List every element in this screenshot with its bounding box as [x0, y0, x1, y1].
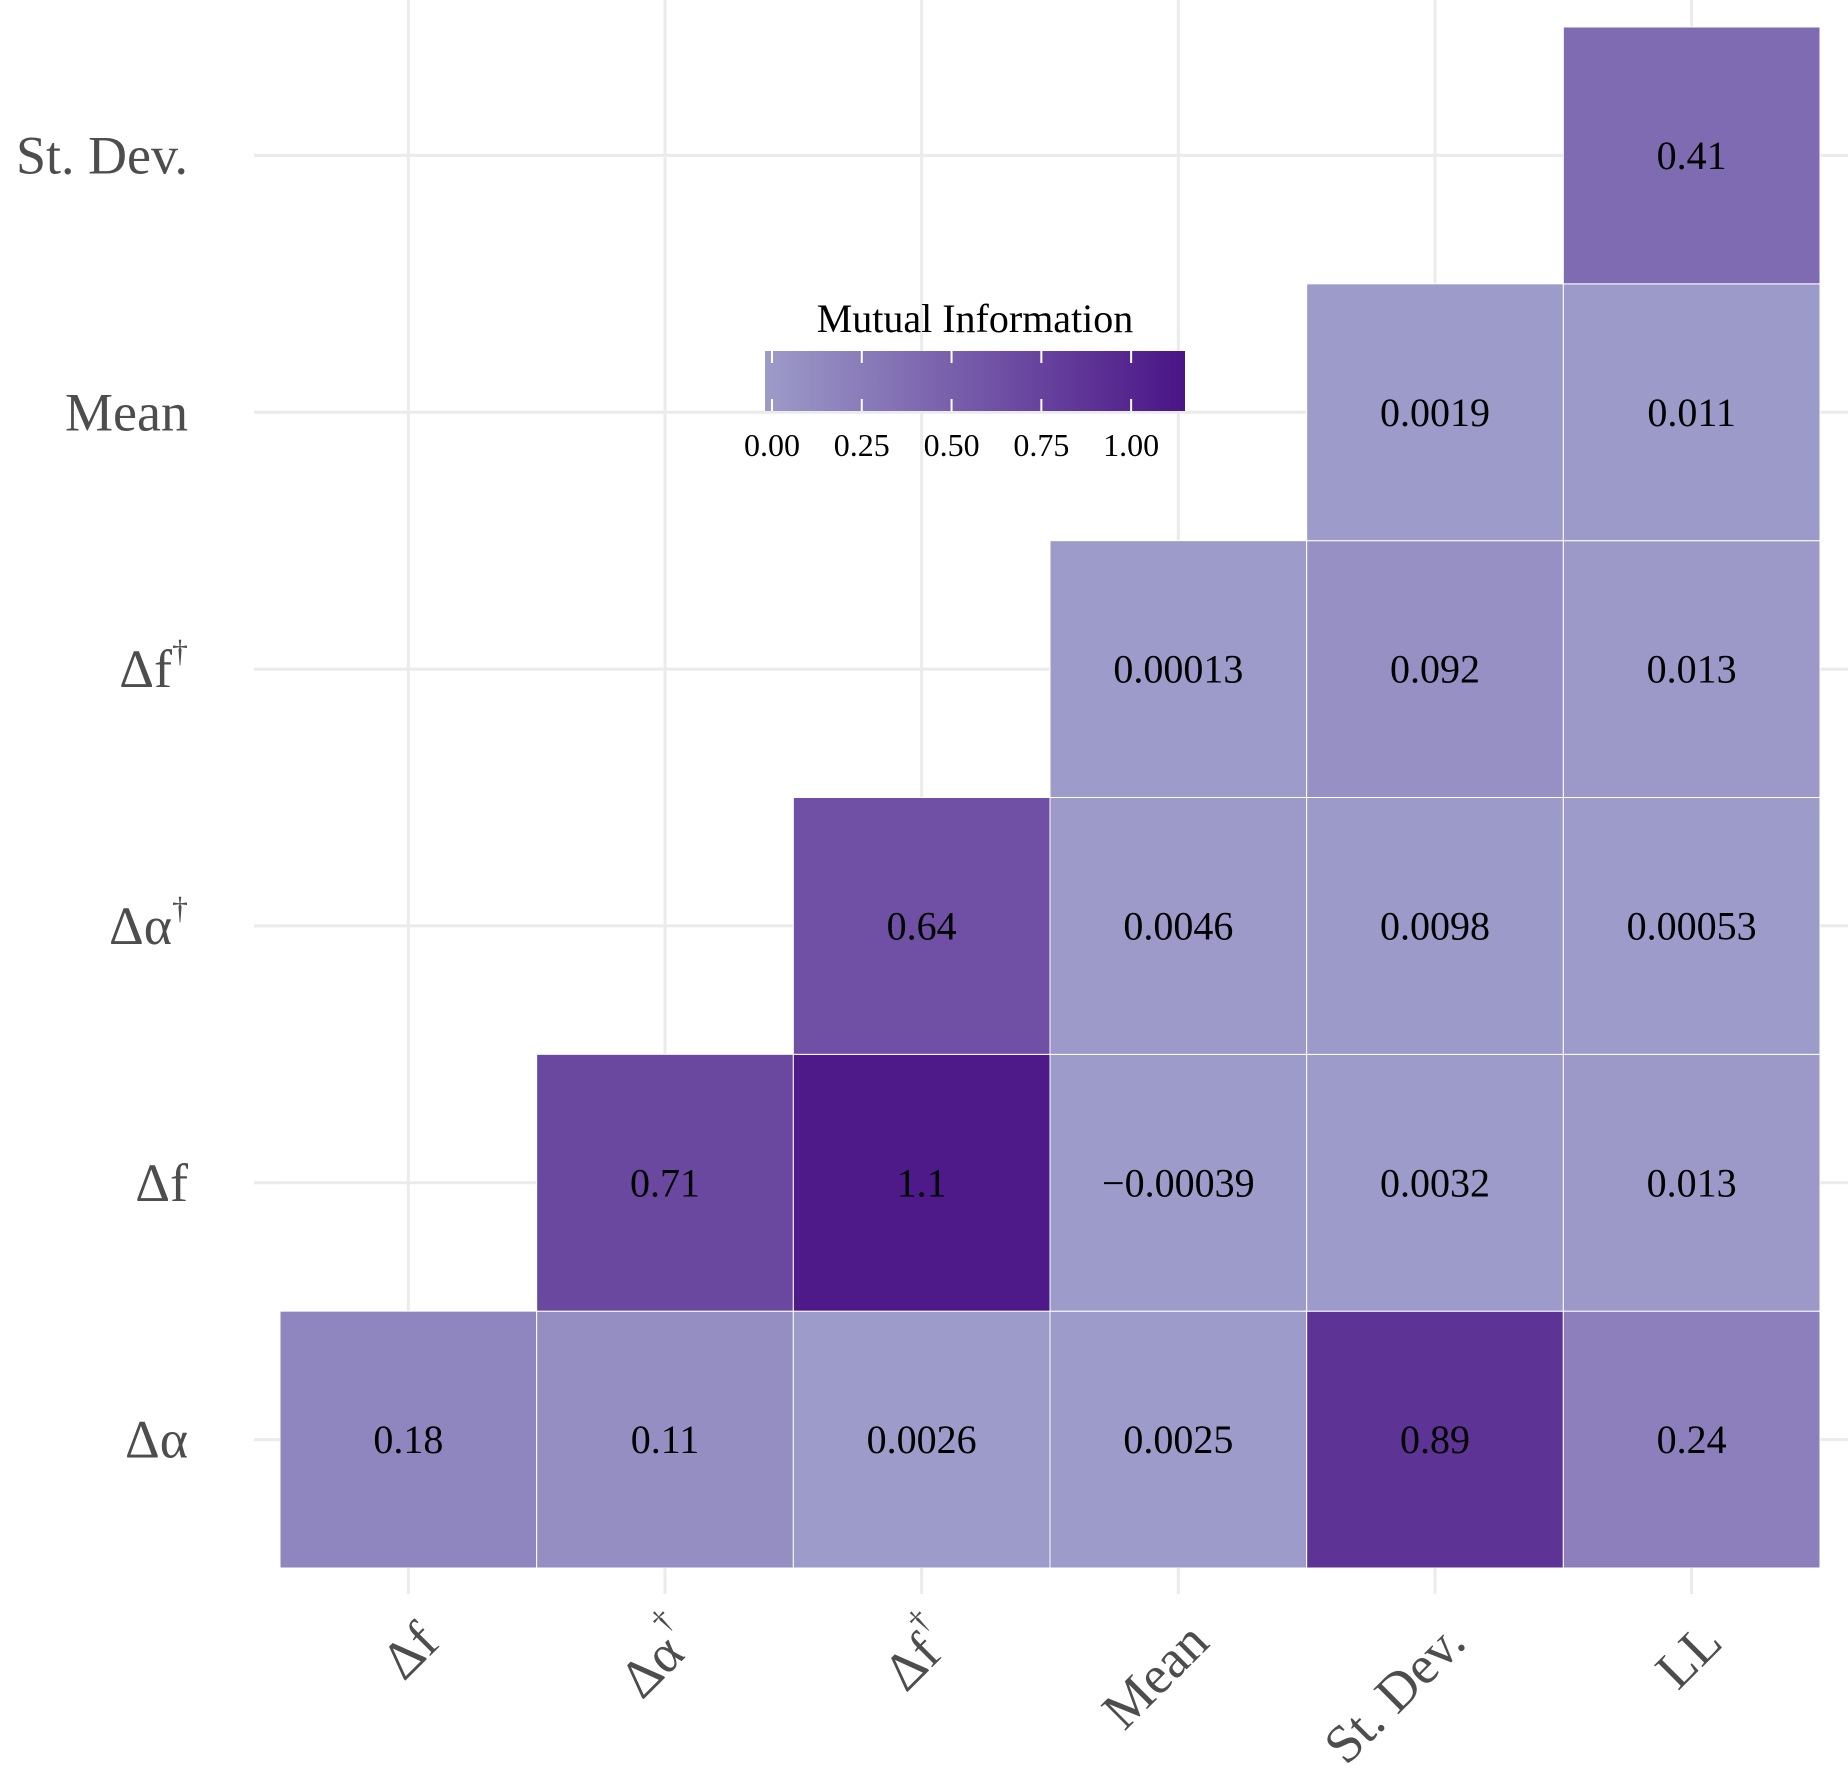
cell-value-label-ll-delta-alpha: 0.24 — [1657, 1417, 1727, 1462]
cell-value-label-delta-f-dagger-delta-alpha-dagger: 0.64 — [887, 903, 957, 948]
heatmap-cell-mean-delta-f-dagger — [1049, 540, 1308, 799]
heatmap-cell-st-dev-delta-f-dagger — [1306, 540, 1564, 799]
cell-value-label-delta-alpha-dagger-delta-alpha: 0.11 — [631, 1417, 700, 1462]
cell-value-label-ll-delta-alpha-dagger: 0.00053 — [1627, 903, 1757, 948]
cell-value-label-mean-delta-f: −0.00039 — [1102, 1160, 1255, 1205]
x-tick-label-st-dev: St. Dev. — [1313, 1611, 1477, 1775]
color-legend: Mutual Information 0.00 0.25 0.50 0.75 1.00 — [744, 296, 1185, 463]
cell-value-label-st-dev-mean: 0.0019 — [1380, 390, 1490, 435]
heatmap-cell-delta-f-dagger-delta-alpha-dagger — [792, 797, 1051, 1055]
heatmap-cell-delta-alpha-dagger-delta-alpha — [536, 1310, 794, 1569]
y-axis: Δα Δf Δα† Δf† Mean St. Dev. — [16, 125, 280, 1470]
legend-tick-label-2: 0.50 — [924, 427, 980, 463]
cell-value-label-delta-alpha-dagger-delta-f: 0.71 — [630, 1160, 700, 1205]
heatmap-cell-st-dev-delta-alpha-dagger — [1306, 797, 1564, 1055]
legend-ticks: 0.00 0.25 0.50 0.75 1.00 — [744, 351, 1159, 463]
cell-value-label-ll-delta-f-dagger: 0.013 — [1647, 647, 1737, 692]
cell-value-label-st-dev-delta-f-dagger: 0.092 — [1390, 647, 1480, 692]
heatmap-cell-st-dev-mean — [1306, 283, 1564, 542]
heatmap-cell-mean-delta-alpha-dagger — [1049, 797, 1308, 1055]
legend-title: Mutual Information — [817, 296, 1134, 341]
cell-value-label-st-dev-delta-f: 0.0032 — [1380, 1160, 1490, 1205]
x-tick-label-delta-alpha-dagger: Δα† — [599, 1601, 707, 1709]
x-axis: Δf Δα† Δf† Mean St. Dev. LL — [370, 1568, 1733, 1775]
legend-color-bar — [765, 351, 1185, 411]
cell-value-label-st-dev-delta-alpha: 0.89 — [1400, 1417, 1470, 1462]
legend-tick-label-3: 0.75 — [1013, 427, 1069, 463]
legend-tick-label-0: 0.00 — [744, 427, 800, 463]
cell-value-label-mean-delta-alpha: 0.0025 — [1123, 1417, 1233, 1462]
y-tick-label-delta-f-dagger: Δf† — [119, 633, 188, 699]
heatmap-cell-ll-delta-f — [1562, 1053, 1821, 1312]
cell-value-label-mean-delta-f-dagger: 0.00013 — [1113, 647, 1243, 692]
cell-value-label-ll-mean: 0.011 — [1647, 390, 1736, 435]
cell-value-label-delta-f-dagger-delta-f: 1.1 — [897, 1160, 947, 1205]
cell-value-label-delta-f-delta-alpha: 0.18 — [373, 1417, 443, 1462]
y-tick-label-delta-alpha-dagger: Δα† — [109, 890, 188, 956]
heatmap-cell-mean-delta-alpha — [1049, 1310, 1308, 1569]
cell-value-label-st-dev-delta-alpha-dagger: 0.0098 — [1380, 903, 1490, 948]
legend-tick-label-4: 1.00 — [1103, 427, 1159, 463]
heatmap-cell-delta-f-delta-alpha — [279, 1310, 538, 1569]
heatmap-cell-delta-f-dagger-delta-f — [792, 1053, 1051, 1312]
cell-value-labels: 0.18 0.11 0.0026 0.0025 0.89 0.24 0.71 1.1 −0.00… — [373, 133, 1756, 1462]
x-tick-label-ll: LL — [1644, 1611, 1733, 1700]
heatmap-cell-delta-alpha-dagger-delta-f — [536, 1053, 794, 1312]
y-tick-label-mean: Mean — [65, 382, 188, 442]
heatmap-cell-ll-st-dev — [1562, 26, 1821, 285]
x-tick-label-delta-f-dagger: Δf† — [863, 1601, 964, 1702]
x-tick-label-mean: Mean — [1091, 1611, 1220, 1740]
heatmap-cells — [279, 26, 1821, 1569]
cell-value-label-mean-delta-alpha-dagger: 0.0046 — [1123, 903, 1233, 948]
cell-value-label-delta-f-dagger-delta-alpha: 0.0026 — [867, 1417, 977, 1462]
y-tick-label-delta-alpha: Δα — [125, 1410, 188, 1470]
heatmap-cell-st-dev-delta-alpha — [1306, 1310, 1564, 1569]
y-tick-label-st-dev: St. Dev. — [16, 125, 188, 185]
heatmap-cell-ll-delta-f-dagger — [1562, 540, 1821, 799]
cell-value-label-ll-delta-f: 0.013 — [1647, 1160, 1737, 1205]
heatmap-cell-ll-delta-alpha-dagger — [1562, 797, 1821, 1055]
cell-value-label-ll-st-dev: 0.41 — [1657, 133, 1727, 178]
y-tick-label-delta-f: Δf — [135, 1153, 188, 1213]
legend-tick-label-1: 0.25 — [834, 427, 890, 463]
x-tick-label-delta-f: Δf — [370, 1611, 450, 1691]
heatmap-cell-ll-mean — [1562, 283, 1821, 542]
heatmap-cell-st-dev-delta-f — [1306, 1053, 1564, 1312]
